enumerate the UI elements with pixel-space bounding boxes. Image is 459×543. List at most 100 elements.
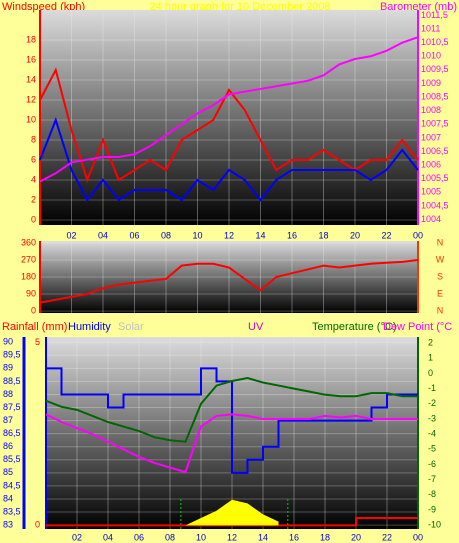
x-tick-label: 08 bbox=[161, 230, 171, 240]
y2-tick-label: 1010 bbox=[421, 51, 441, 61]
y-tick-label: 90 bbox=[3, 337, 13, 347]
y2-tick-label: 1009,5 bbox=[421, 64, 449, 74]
y2-tick-label: N bbox=[437, 237, 444, 247]
y-tick-label: 270 bbox=[21, 254, 36, 264]
y2-tick-label: 1009 bbox=[421, 78, 441, 88]
y-tick-label: 8 bbox=[31, 134, 36, 144]
x-tick-label: 02 bbox=[66, 230, 76, 240]
series-line bbox=[46, 517, 418, 527]
plot-area bbox=[40, 241, 418, 313]
x-tick-label: 06 bbox=[129, 230, 139, 240]
y-tick-label: 180 bbox=[21, 271, 36, 281]
x-tick-label: 16 bbox=[287, 230, 297, 240]
legend-label: Solar bbox=[118, 321, 144, 333]
y2-tick-label: -3 bbox=[428, 413, 436, 423]
y2-tick-label: -4 bbox=[428, 429, 436, 439]
x-tick-label: 12 bbox=[224, 230, 234, 240]
plot-area bbox=[40, 10, 418, 225]
legend-label: Rainfall (mm) bbox=[2, 321, 67, 333]
y-tick-label: 2 bbox=[31, 194, 36, 204]
y-tick-label: 0 bbox=[31, 305, 36, 315]
y-tick-label: 10 bbox=[26, 114, 36, 124]
y-tick-label: 88 bbox=[3, 389, 13, 399]
y2-tick-label: -9 bbox=[428, 504, 436, 514]
x-tick-label: 18 bbox=[318, 230, 328, 240]
y-tick-label: 90 bbox=[26, 288, 36, 298]
y2-axis-label: Barometer (mb) bbox=[380, 1, 457, 13]
y-tick-label: 18 bbox=[26, 34, 36, 44]
y2-tick-label: -7 bbox=[428, 474, 436, 484]
y2-tick-label: 0 bbox=[428, 368, 433, 378]
y-tick-label: 86,5 bbox=[3, 428, 21, 438]
y2-tick-label: W bbox=[436, 254, 445, 264]
y-tick-label: 84,5 bbox=[3, 480, 21, 490]
y-tick-label: 12 bbox=[26, 94, 36, 104]
y2-tick-label: 1008 bbox=[421, 105, 441, 115]
y2-tick-label: -10 bbox=[428, 520, 441, 530]
x-tick-label: 20 bbox=[350, 230, 360, 240]
y-tick-label: 87,5 bbox=[3, 402, 21, 412]
y-tick-label: 89,5 bbox=[3, 350, 21, 360]
x-tick-label: 00 bbox=[413, 230, 423, 240]
area bbox=[185, 499, 279, 526]
x-tick-label: 06 bbox=[134, 532, 144, 542]
series-line bbox=[45, 376, 418, 443]
y2-tick-label: 2 bbox=[428, 337, 433, 347]
y-tick-label: 360 bbox=[21, 237, 36, 247]
y2-tick-label: 1006 bbox=[421, 160, 441, 170]
y-tick-label: 14 bbox=[26, 74, 36, 84]
y-tick-label: 89 bbox=[3, 363, 13, 373]
series-line bbox=[39, 117, 419, 202]
x-tick-label: 12 bbox=[227, 532, 237, 542]
y2-tick-label: 1008,5 bbox=[421, 91, 449, 101]
series-line bbox=[46, 367, 418, 474]
y2-tick-label: -5 bbox=[428, 444, 436, 454]
x-tick-label: 10 bbox=[192, 230, 202, 240]
x-tick-label: 14 bbox=[258, 532, 268, 542]
y2-tick-label: 1011 bbox=[421, 23, 440, 33]
legend-label: Temperature (°C) bbox=[312, 321, 396, 333]
x-tick-label: 22 bbox=[382, 532, 392, 542]
y2-tick-label: 1004 bbox=[421, 214, 441, 224]
y2-tick-label: -6 bbox=[428, 459, 436, 469]
series-line bbox=[39, 36, 419, 183]
y-tick-label: 88,5 bbox=[3, 376, 21, 386]
y-tick-label: 0 bbox=[31, 214, 36, 224]
x-tick-label: 20 bbox=[351, 532, 361, 542]
x-tick-label: 00 bbox=[413, 532, 423, 542]
x-tick-label: 18 bbox=[320, 532, 330, 542]
x-tick-label: 14 bbox=[255, 230, 265, 240]
y-tick-label: 86 bbox=[3, 441, 13, 451]
y-tick-label: 16 bbox=[26, 54, 36, 64]
y-tick-label: 84 bbox=[3, 493, 13, 503]
x-tick-label: 22 bbox=[381, 230, 391, 240]
chart-title: 24 hour graph for 10 December 2008 bbox=[149, 1, 330, 13]
y-tick-label: 85,5 bbox=[3, 454, 21, 464]
y2-tick-label: -8 bbox=[428, 489, 436, 499]
y2-tick-label: 1005 bbox=[421, 187, 441, 197]
y2-tick-label: E bbox=[437, 288, 443, 298]
y-tick-label: 85 bbox=[3, 467, 13, 477]
x-tick-label: 02 bbox=[72, 532, 82, 542]
series-line bbox=[39, 258, 419, 304]
x-tick-label: 16 bbox=[289, 532, 299, 542]
y2-tick-label: 1 bbox=[428, 353, 433, 363]
y2-tick-label: 1004,5 bbox=[421, 200, 449, 210]
y-tick-label: 4 bbox=[31, 174, 36, 184]
x-tick-label: 04 bbox=[98, 230, 108, 240]
y-tick-label: 6 bbox=[31, 154, 36, 164]
x-tick-label: 08 bbox=[165, 532, 175, 542]
y2-tick-label: 1005,5 bbox=[421, 173, 449, 183]
y2-tick-label: 1007,5 bbox=[421, 119, 449, 129]
y2-tick-label: 1010,5 bbox=[421, 37, 449, 47]
y3-tick-label: 5 bbox=[35, 337, 40, 347]
y-axis-label: Windspeed (kph) bbox=[2, 1, 85, 13]
series-line bbox=[45, 413, 418, 474]
y2-tick-label: N bbox=[437, 305, 444, 315]
x-tick-label: 04 bbox=[103, 532, 113, 542]
y2-tick-label: -2 bbox=[428, 398, 436, 408]
y3-tick-label: 0 bbox=[35, 520, 40, 530]
y2-tick-label: 1011,5 bbox=[421, 10, 448, 20]
legend-label: Dew Point (°C bbox=[383, 321, 452, 333]
